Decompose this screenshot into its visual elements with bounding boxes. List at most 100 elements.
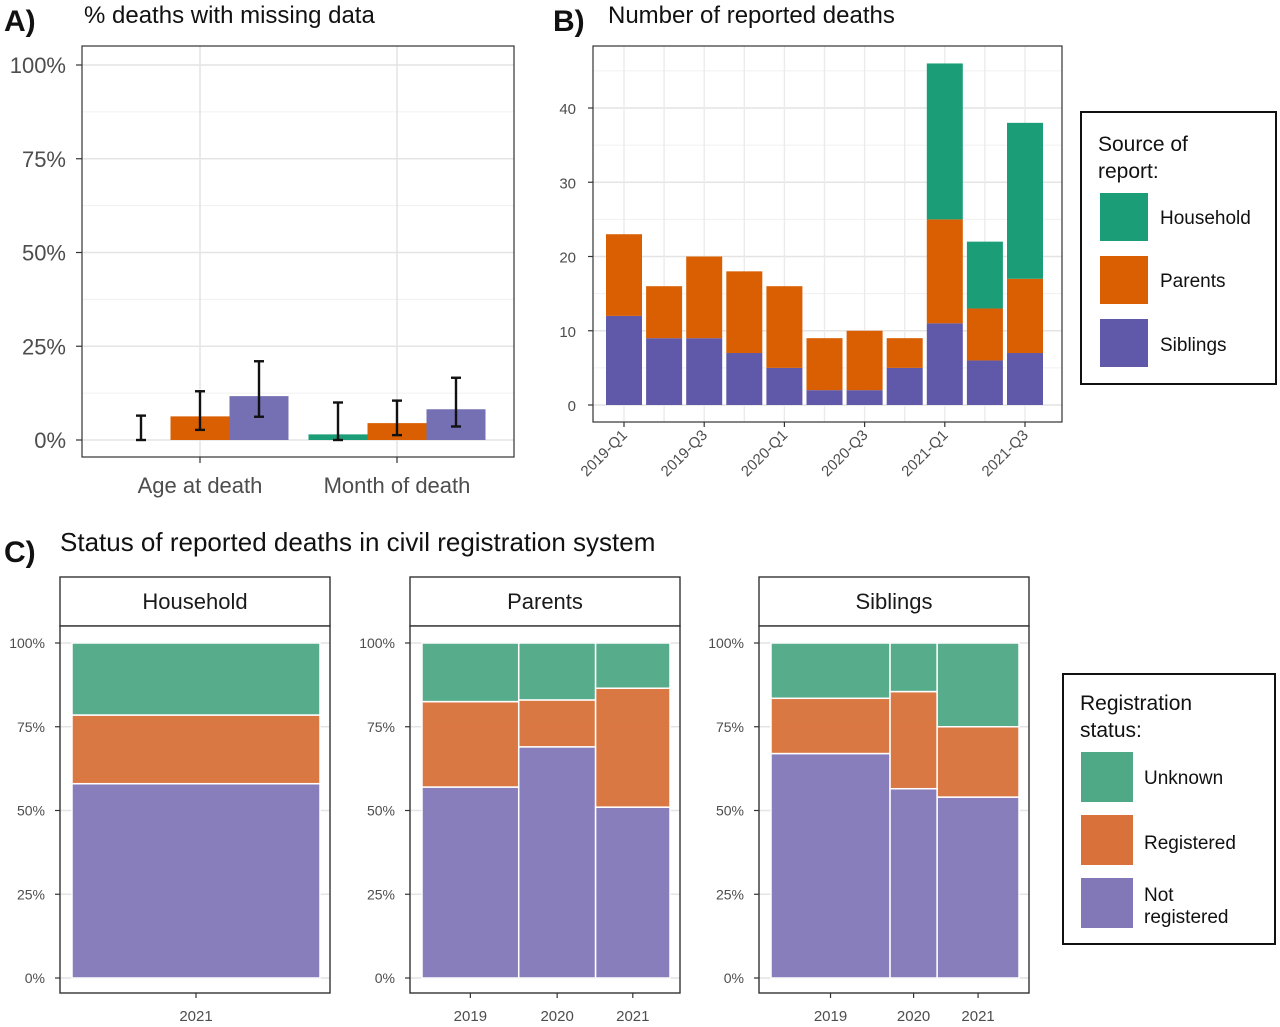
facet-strip	[409, 576, 681, 627]
panel-b-bar-segment	[886, 338, 923, 368]
panel-b-bar-segment	[806, 390, 843, 405]
facet-strip-label: Parents	[507, 589, 583, 614]
panel-b-y-tick-label: 40	[559, 101, 576, 118]
legend-label-not-registered-1: Not	[1144, 885, 1174, 906]
legend-label-household: Household	[1160, 208, 1251, 229]
panel-b-x-tick-label: 2021-Q1	[898, 427, 951, 480]
facet-plot-border	[758, 625, 1030, 994]
panel-b-bar-segment	[806, 338, 843, 391]
facet-bar-segment-unknown	[71, 642, 321, 716]
facet-y-tick-label: 75%	[367, 719, 395, 735]
panel-b-bar-segment	[646, 286, 683, 339]
facet-y-tick-label: 75%	[716, 719, 744, 735]
panel-a-x-axis: Age at death Month of death	[138, 457, 471, 498]
facet-x-tick-label: 2020	[540, 1008, 573, 1025]
facet-bar-segment-unknown	[889, 642, 938, 693]
legend-swatch-registered	[1081, 815, 1133, 865]
panel-b-x-tick-label: 2020-Q3	[818, 427, 871, 480]
facet-bar-segment-registered	[421, 700, 520, 788]
panel-b-bar-segment	[926, 63, 963, 220]
panel-c-legend-title-1: Registration	[1080, 692, 1192, 715]
panel-a-grid	[82, 46, 514, 457]
facet-y-tick-label: 75%	[17, 719, 45, 735]
panel-b-bar-segment	[686, 256, 723, 339]
facet-y-tick-label: 0%	[25, 970, 45, 986]
facet-bar-segment-not-registered	[421, 786, 520, 979]
facet-strip-label: Household	[142, 589, 247, 614]
panel-b-bar-segment	[726, 353, 763, 405]
panel-b-plot-border	[592, 45, 1063, 423]
panel-a-y-tick-label: 0%	[34, 428, 66, 453]
panel-b-bar-segment	[606, 234, 642, 316]
legend-swatch-parents	[1100, 256, 1148, 304]
panel-b-bar-segment	[926, 219, 963, 324]
panel-b-y-tick-label: 30	[559, 175, 576, 192]
facet-household: Household 2021 0% 25% 50% 75% 100%	[9, 576, 331, 1025]
panel-b: B) Number of reported deaths 0 10 20 30 40 2…	[553, 2, 1277, 480]
panel-b-x-tick-label: 2019-Q1	[578, 427, 631, 480]
panel-b-bar-segment	[606, 315, 642, 405]
facet-bar-segment-unknown	[770, 642, 891, 700]
panel-a-x-tick-label: Month of death	[324, 473, 471, 498]
panel-b-x-tick-label: 2019-Q3	[658, 427, 711, 480]
facet-y-tick-label: 25%	[17, 886, 45, 902]
legend-swatch-not-registered	[1081, 878, 1133, 928]
panel-b-y-axis: 0 10 20 30 40	[559, 101, 593, 415]
legend-swatch-household	[1100, 193, 1148, 241]
panel-b-bar-segment	[926, 323, 963, 405]
panel-b-legend-title-1: Source of	[1098, 133, 1188, 156]
facet-bar-segment-not-registered	[770, 752, 891, 979]
facet-y-tick-label: 0%	[375, 970, 395, 986]
facet-plot-border	[409, 625, 681, 994]
facet-x-tick-label: 2021	[179, 1008, 212, 1025]
panel-a-plot-border	[81, 45, 515, 458]
panel-b-bar-segment	[1007, 122, 1043, 279]
panel-b-bar-segment	[686, 338, 723, 405]
panel-b-y-tick-label: 10	[559, 324, 576, 341]
panel-b-legend-title-2: report:	[1098, 160, 1159, 183]
panel-b-bar-segment	[966, 308, 1003, 361]
facet-strip-label: Siblings	[855, 589, 932, 614]
facet-bar-segment-not-registered	[936, 796, 1020, 979]
facet-y-tick-label: 25%	[367, 886, 395, 902]
legend-label-parents: Parents	[1160, 271, 1225, 292]
panel-b-bar-segment	[646, 338, 683, 405]
facet-x-tick-label: 2020	[897, 1008, 930, 1025]
panel-b-bar-segment	[846, 390, 883, 405]
panel-a: A) % deaths with missing data 0% 25% 50% 75…	[4, 2, 515, 498]
facet-y-tick-label: 100%	[708, 635, 744, 651]
facet-x-tick-label: 2019	[454, 1008, 487, 1025]
panel-b-y-tick-label: 20	[559, 250, 576, 267]
facet-y-tick-label: 50%	[716, 803, 744, 819]
panel-b-y-tick-label: 0	[568, 398, 576, 415]
panel-c-facets: Household 2021 0% 25% 50% 75% 100% Parents 2019 2…	[9, 576, 1030, 1025]
facet-x-tick-label: 2021	[616, 1008, 649, 1025]
panel-b-bar-segment	[726, 271, 763, 354]
panel-a-y-tick-label: 100%	[10, 53, 66, 78]
panel-b-bar-segment	[766, 286, 803, 368]
facet-bar-segment-registered	[71, 714, 321, 785]
panel-b-bar-segment	[886, 367, 923, 405]
facet-bar-segment-not-registered	[71, 782, 321, 979]
facet-siblings: Siblings 2019 2020 2021 0% 25% 50% 75% 100%	[708, 576, 1030, 1025]
facet-bar-segment-registered	[889, 690, 938, 790]
legend-label-siblings: Siblings	[1160, 335, 1227, 356]
legend-swatch-siblings	[1100, 319, 1148, 367]
facet-y-tick-label: 100%	[9, 635, 45, 651]
legend-label-unknown: Unknown	[1144, 768, 1223, 789]
panel-c-legend: Registration status: Unknown Registered …	[1062, 673, 1276, 945]
facet-plot-border	[59, 625, 331, 994]
facet-y-tick-label: 100%	[359, 635, 395, 651]
panel-a-letter: A)	[4, 5, 36, 38]
panel-a-y-tick-label: 75%	[22, 147, 66, 172]
facet-bar-segment-registered	[936, 726, 1020, 798]
facet-strip	[758, 576, 1030, 627]
facet-bar-segment-not-registered	[594, 806, 671, 979]
panel-a-plot-background	[82, 46, 514, 457]
facet-bar-segment-unknown	[936, 642, 1020, 728]
facet-strip	[59, 576, 331, 627]
panel-b-bar-segment	[1007, 278, 1043, 354]
panel-b-x-tick-label: 2021-Q3	[979, 427, 1032, 480]
panel-b-bars	[606, 63, 1043, 405]
